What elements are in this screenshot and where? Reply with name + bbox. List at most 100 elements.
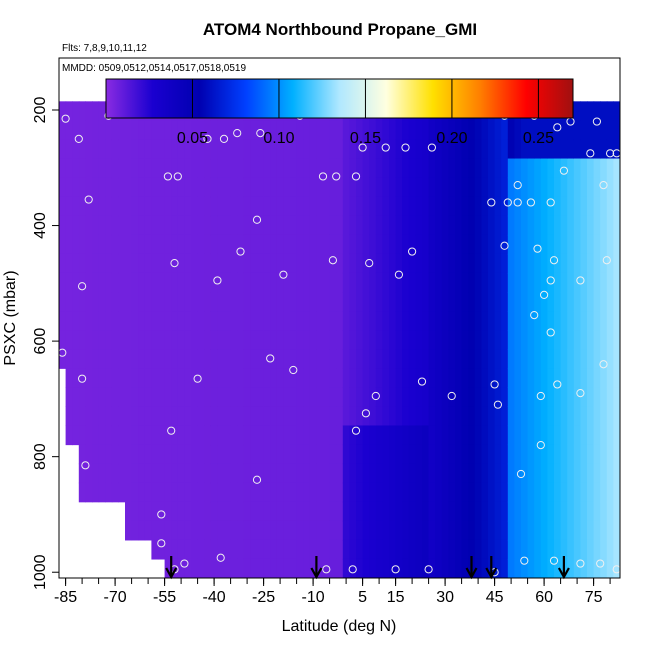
field-cell	[283, 444, 291, 465]
field-cell	[336, 234, 344, 255]
field-cell	[408, 349, 416, 369]
observation-point	[401, 143, 410, 152]
field-cell	[369, 234, 377, 255]
field-cell	[567, 406, 575, 427]
field-cell	[573, 253, 581, 274]
field-cell	[283, 139, 291, 160]
field-cell	[224, 292, 232, 312]
field-cell	[402, 368, 410, 388]
field-cell	[521, 272, 529, 293]
field-cell	[92, 349, 100, 369]
field-cell	[230, 463, 238, 484]
field-cell	[441, 406, 449, 427]
field-cell	[224, 425, 232, 446]
field-cell	[250, 215, 258, 236]
field-cell	[243, 482, 251, 503]
field-cell	[92, 406, 100, 427]
field-cell	[276, 158, 284, 179]
field-cell	[131, 177, 139, 198]
field-cell	[158, 387, 166, 407]
field-cell	[395, 330, 403, 350]
field-cell	[243, 234, 251, 255]
field-cell	[276, 482, 284, 503]
field-cell	[144, 311, 152, 331]
field-cell	[164, 425, 172, 446]
field-cell	[349, 368, 357, 388]
field-cell	[138, 120, 146, 141]
field-cell	[210, 425, 218, 446]
field-cell	[125, 253, 133, 274]
field-cell	[118, 196, 126, 217]
field-cell	[356, 253, 364, 274]
field-cell	[263, 444, 271, 465]
field-cell	[435, 463, 443, 484]
field-cell	[164, 349, 172, 369]
colorbar-tick-label: 0.20	[436, 130, 467, 147]
x-tick-label: 45	[486, 589, 504, 606]
field-cell	[382, 539, 390, 560]
field-cell	[481, 520, 489, 541]
field-cell	[527, 253, 535, 274]
field-cell	[481, 387, 489, 407]
field-cell	[230, 158, 238, 179]
field-cell	[468, 272, 476, 293]
field-cell	[316, 292, 324, 312]
field-cell	[210, 368, 218, 388]
field-cell	[468, 368, 476, 388]
field-cell	[78, 177, 86, 198]
field-cell	[600, 425, 608, 446]
field-cell	[283, 272, 291, 293]
field-cell	[600, 158, 608, 179]
field-cell	[382, 558, 390, 578]
field-cell	[65, 406, 73, 427]
field-cell	[263, 558, 271, 578]
field-cell	[204, 311, 212, 331]
field-cell	[177, 177, 185, 198]
field-cell	[481, 425, 489, 446]
field-cell	[613, 196, 620, 217]
field-cell	[158, 539, 166, 560]
field-cell	[323, 120, 331, 141]
field-cell	[237, 272, 245, 293]
field-cell	[567, 539, 575, 560]
field-cell	[336, 311, 344, 331]
field-cell	[408, 215, 416, 236]
field-cell	[111, 272, 119, 293]
field-cell	[593, 520, 601, 541]
field-cell	[494, 215, 502, 236]
field-cell	[276, 330, 284, 350]
field-cell	[461, 272, 469, 293]
field-cell	[356, 311, 364, 331]
field-cell	[210, 330, 218, 350]
field-cell	[92, 272, 100, 293]
field-cell	[382, 330, 390, 350]
field-cell	[474, 330, 482, 350]
field-cell	[448, 520, 456, 541]
field-cell	[547, 349, 555, 369]
x-tick-label: 5	[358, 589, 367, 606]
field-cell	[448, 234, 456, 255]
field-cell	[323, 292, 331, 312]
field-cell	[356, 292, 364, 312]
field-cell	[606, 292, 614, 312]
field-cell	[587, 501, 595, 522]
field-cell	[501, 292, 509, 312]
field-cell	[507, 406, 515, 427]
field-cell	[138, 425, 146, 446]
field-cell	[441, 215, 449, 236]
field-cell	[92, 120, 100, 141]
field-cell	[560, 387, 568, 407]
field-cell	[65, 425, 73, 446]
field-cell	[540, 253, 548, 274]
field-cell	[230, 368, 238, 388]
field-cell	[422, 139, 430, 160]
field-cell	[197, 482, 205, 503]
field-cell	[290, 444, 298, 465]
field-cell	[250, 406, 258, 427]
field-cell	[309, 520, 317, 541]
field-cell	[191, 311, 199, 331]
field-cell	[455, 444, 463, 465]
field-cell	[567, 158, 575, 179]
field-cell	[125, 406, 133, 427]
field-cell	[309, 196, 317, 217]
